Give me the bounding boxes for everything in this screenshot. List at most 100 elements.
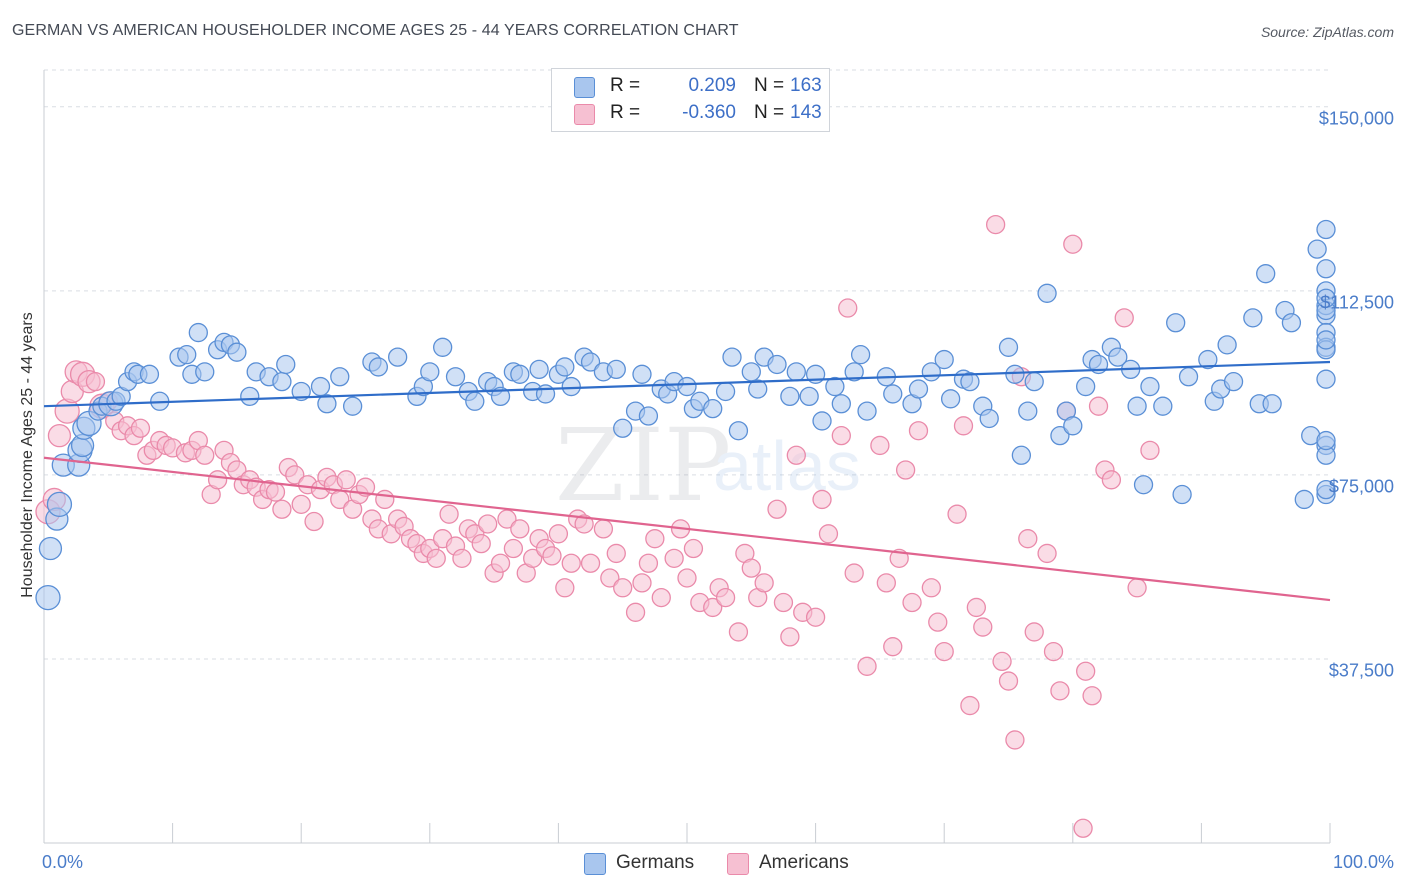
american-point [953,416,974,436]
american-point [304,511,324,532]
american-point [426,548,446,568]
german-point [1018,401,1038,421]
y-tick-label: $37,500 [1328,660,1394,681]
american-point [921,578,941,598]
american-point [741,558,761,578]
german-point [1316,369,1336,389]
american-point [973,617,993,637]
american-point [272,499,292,519]
german-point [979,408,999,429]
american-point [786,445,806,465]
german-point [465,391,485,411]
german-point [276,354,296,375]
legend-r-label: R = [610,102,641,123]
german-point [1316,259,1336,279]
german-point [1108,347,1128,367]
german-point [139,364,160,384]
american-point [632,573,652,593]
american-point [265,482,286,502]
american-point [542,546,562,566]
american-point [985,214,1006,235]
german-point [1172,484,1192,505]
german-point [317,394,337,414]
american-point [574,514,594,534]
american-point [606,543,626,564]
german-point [561,376,581,397]
legend-n-value: 163 [790,75,822,96]
german-point [844,362,864,382]
german-point [850,345,871,365]
german-point [330,367,350,387]
german-point [1316,330,1336,350]
german-point [883,384,903,404]
german-point [177,345,197,365]
german-point [1166,313,1186,333]
american-point [625,602,646,622]
american-point [1101,470,1122,490]
german-point [1127,396,1147,416]
x-tick-label-min: 0.0% [42,852,84,872]
american-point [291,494,311,515]
german-point [1262,394,1282,414]
x-tick-label-max: 100.0% [1332,852,1394,872]
german-point [1133,475,1154,495]
legend-n-value: 143 [790,102,822,123]
american-point [928,612,948,632]
american-point [754,573,774,593]
german-point [960,372,980,392]
american-point [703,597,723,618]
american-point [960,695,980,716]
american-point [580,553,601,573]
german-point [767,354,787,375]
german-point [703,398,723,419]
german-point [940,389,961,409]
german-point [1307,239,1327,259]
american-point [1018,529,1038,549]
legend-n-label: N = [754,102,785,123]
american-point [497,509,517,529]
german-point [1294,489,1314,510]
german-point [38,536,63,561]
american-point [1140,440,1160,461]
american-point [715,587,736,608]
american-point [664,548,684,568]
german-point [998,337,1019,357]
german-point [632,364,652,384]
chart-title: GERMAN VS AMERICAN HOUSEHOLDER INCOME AG… [12,22,739,39]
german-point [1178,367,1199,387]
german-point [715,381,736,402]
legend-r-label: R = [610,75,641,96]
american-point [677,568,697,588]
y-tick-label: $112,500 [1320,292,1394,313]
german-point [490,386,511,407]
american-point [471,533,491,554]
correlation-legend: R = 0.209 N = 163 R = -0.360 N = 143 [551,68,830,132]
german-point [445,367,466,387]
american-point [805,607,826,627]
axes [43,70,1331,844]
american-point [870,435,890,456]
german-point [1316,430,1336,451]
american-point [1088,396,1109,416]
american-point [336,470,356,490]
american-point [645,529,665,549]
american-point [285,465,305,485]
legend-label-germans: Germans [616,852,695,873]
german-point [1024,372,1044,392]
american-point [452,548,472,568]
german-point [1243,308,1263,328]
legend-swatch-germans [574,77,595,98]
german-point [1198,349,1218,370]
american-point [992,651,1012,672]
german-point [613,418,633,438]
american-point [857,656,877,676]
german-point [1316,219,1336,240]
german-point [35,584,61,611]
american-point [439,504,459,524]
german-point [908,379,929,399]
american-point [1073,818,1093,838]
american-point [1043,641,1064,662]
german-point [291,381,311,402]
american-point [85,372,106,392]
